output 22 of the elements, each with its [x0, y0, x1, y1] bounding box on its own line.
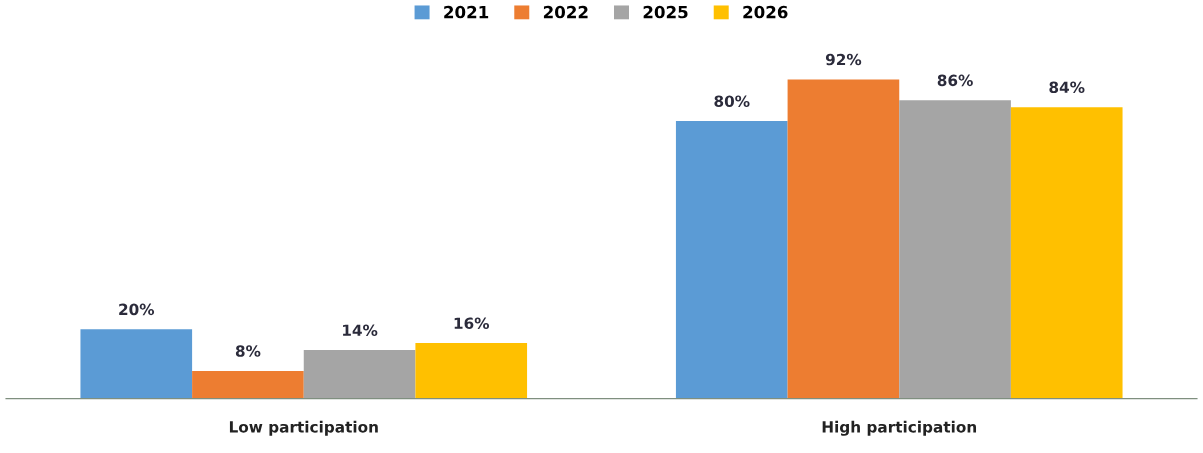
bar: [80, 329, 193, 399]
legend-label: 2021: [444, 5, 489, 19]
bar: [1010, 107, 1123, 399]
data-label: 92%: [825, 53, 862, 66]
data-label: 84%: [1049, 81, 1085, 94]
bar: [192, 370, 304, 399]
bar: [675, 121, 788, 399]
data-label: 16%: [454, 317, 490, 330]
legend-label: 2022: [543, 5, 588, 19]
legend-label: 2026: [743, 5, 788, 19]
bar: [415, 343, 528, 399]
bar: [787, 79, 900, 399]
bar: [899, 100, 1011, 399]
data-label: 20%: [119, 303, 155, 316]
legend-label: 2025: [643, 5, 688, 19]
data-label: 8%: [235, 345, 261, 357]
data-label: 14%: [343, 324, 378, 336]
x-tick-label: Low participation: [229, 420, 378, 436]
x-tick-label: High participation: [822, 420, 977, 436]
data-label: 80%: [714, 95, 750, 107]
data-label: 86%: [937, 74, 973, 87]
bar: [303, 350, 416, 399]
